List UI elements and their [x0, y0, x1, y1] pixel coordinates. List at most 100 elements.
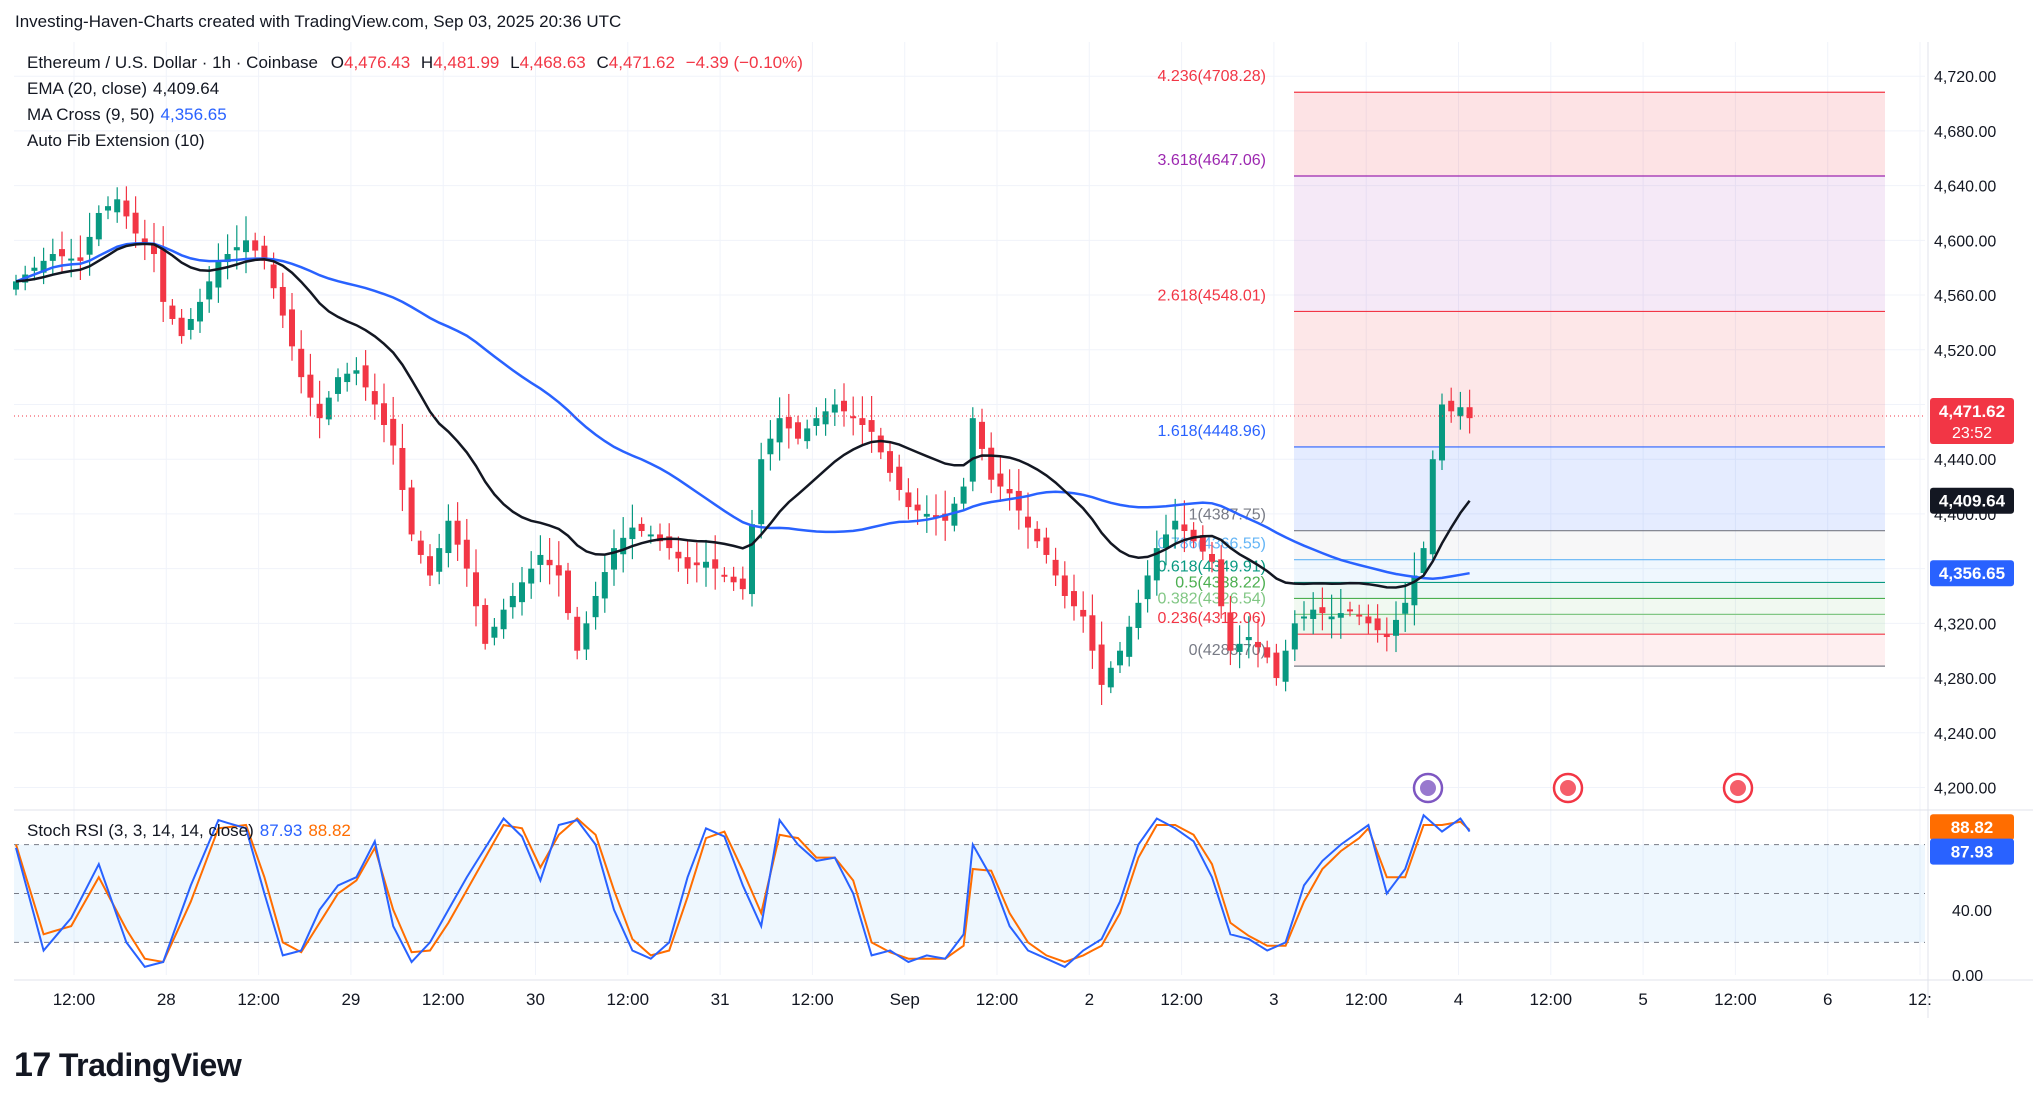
candle-body [1402, 602, 1409, 614]
candle-body [1301, 616, 1307, 619]
us-flag-event-icon[interactable] [1722, 772, 1754, 804]
tradingview-logo[interactable]: 17 TradingView [14, 1046, 242, 1085]
candle-body [307, 374, 314, 398]
fib-legend[interactable]: Auto Fib Extension (10) [27, 131, 205, 151]
candle-body [721, 574, 728, 577]
fib-label-4.236: 4.236(4708.28) [1157, 68, 1266, 85]
candle-body [371, 391, 378, 405]
last-price-badge-bg [1930, 397, 2014, 444]
candle-body [1025, 516, 1031, 528]
candle-body [473, 572, 479, 607]
candle-body [1429, 459, 1436, 555]
candle-body [1199, 535, 1206, 552]
ma-cross-legend[interactable]: MA Cross (9, 50) 4,356.65 [27, 105, 227, 125]
candle-body [1282, 650, 1289, 682]
candle-body [684, 557, 691, 569]
candle-body [574, 616, 581, 651]
price-tick-label: 4,440.00 [1934, 452, 1996, 469]
time-tick-label: 12:00 [53, 990, 96, 1009]
candle-body [979, 421, 985, 449]
candle-body [187, 318, 194, 330]
candle-body [417, 540, 424, 555]
candle-body [850, 416, 857, 419]
candle-body [1337, 613, 1344, 618]
time-tick-label: 30 [526, 990, 545, 1009]
candle-body [583, 623, 590, 650]
candle-body [40, 260, 47, 273]
candle-body [445, 520, 452, 554]
fib-zone-0.236 [1294, 634, 1885, 667]
candle-body [629, 527, 636, 540]
candle-body [1181, 524, 1188, 532]
stoch-k-badge-bg [1930, 838, 2014, 865]
price-tick-label: 4,520.00 [1934, 343, 1996, 360]
candle-body [1209, 553, 1215, 562]
stoch-tick-label: 40.00 [1952, 903, 1992, 920]
axes-layer: 4,200.004,240.004,280.004,320.004,360.00… [53, 69, 1997, 1009]
candle-body [178, 317, 185, 337]
candle-body [1264, 647, 1271, 658]
candle-body [1135, 602, 1142, 628]
indicator-lines-layer [14, 242, 1925, 589]
price-tick-label: 4,240.00 [1934, 726, 1996, 743]
fib-zone-2.618 [1294, 311, 1885, 447]
candle-body [647, 534, 654, 537]
candle-body [592, 595, 599, 618]
candle-body [960, 486, 967, 504]
candle-body [1107, 667, 1114, 688]
candle-body [933, 515, 939, 518]
candle-body [1448, 400, 1455, 412]
ohlc-high-label: H [420, 53, 434, 72]
candle-body [279, 286, 286, 316]
ema-legend[interactable]: EMA (20, close) 4,409.64 [27, 79, 219, 99]
stoch-d-badge: 88.82 [1951, 818, 1994, 837]
candle-body [813, 418, 820, 426]
candle-body [390, 418, 397, 446]
candle-body [316, 403, 323, 419]
ma-cross-value: 4,356.65 [160, 105, 227, 124]
candle-body [1273, 652, 1280, 679]
candle-body [1015, 490, 1022, 511]
symbol-legend[interactable]: Ethereum / U.S. Dollar · 1h · Coinbase O… [27, 53, 803, 73]
candle-body [1393, 619, 1399, 636]
candle-body [197, 301, 203, 322]
lightning-event-icon-core [1420, 780, 1436, 796]
candle-body [537, 554, 544, 565]
fib-zone-3.618 [1294, 175, 1885, 312]
candle-body [1227, 612, 1234, 651]
us-flag-event-icon[interactable] [1552, 772, 1584, 804]
stoch-rsi-legend[interactable]: Stoch RSI (3, 3, 14, 14, close) 87.93 88.8… [27, 821, 351, 841]
time-tick-label: 4 [1454, 990, 1463, 1009]
candle-body [270, 264, 277, 289]
ema-value: 4,409.64 [153, 79, 220, 98]
candle-body [868, 420, 875, 432]
time-tick-label: 28 [157, 990, 176, 1009]
ohlc-high: 4,481.99 [433, 53, 500, 72]
candle-body [1319, 607, 1326, 614]
fib-zone-0.618 [1294, 582, 1885, 599]
candle-body [767, 438, 774, 455]
fib-zone-4.236 [1294, 92, 1885, 176]
price-badges-layer: 4,471.62 23:52 4,409.64 4,356.65 88.82 87.93 [1930, 397, 2014, 865]
lightning-event-icon[interactable] [1412, 772, 1444, 804]
price-tick-label: 4,720.00 [1934, 69, 1996, 86]
time-tick-label: 12: [1908, 990, 1932, 1009]
candle-body [675, 551, 682, 559]
candle-body [509, 595, 516, 608]
stoch-rsi-layer [14, 813, 1925, 969]
event-icons-layer[interactable] [1412, 772, 1754, 804]
candle-body [887, 451, 893, 473]
price-tick-label: 4,200.00 [1934, 780, 1996, 797]
symbol-title[interactable]: Ethereum / U.S. Dollar · 1h · Coinbase [27, 53, 319, 72]
candle-body [77, 257, 84, 261]
candle-body [1466, 407, 1473, 419]
last-price-badge: 4,471.62 [1939, 402, 2005, 421]
candle-body [611, 548, 617, 570]
candle-body [730, 576, 737, 583]
candle-body [1356, 614, 1363, 617]
candle-body [1245, 637, 1252, 641]
candle-body [298, 348, 305, 378]
time-tick-label: 12:00 [237, 990, 280, 1009]
candle-body [877, 435, 884, 453]
